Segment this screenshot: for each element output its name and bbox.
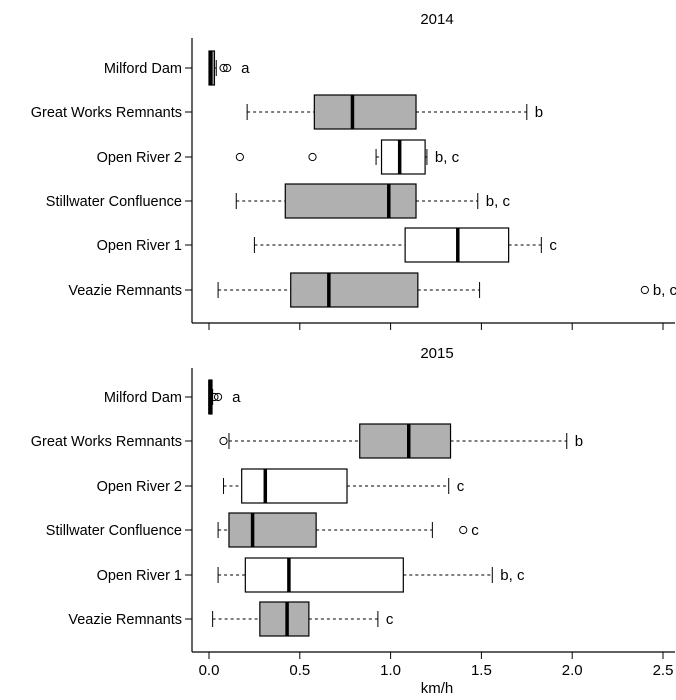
iqr-box	[313, 94, 417, 130]
significance-letter: b, c	[435, 149, 460, 166]
outlier-point	[223, 63, 232, 73]
significance-letter: c	[457, 478, 465, 495]
iqr-box	[228, 512, 317, 548]
x-axis-label: km/h	[421, 680, 454, 697]
category-label: Milford Dam	[104, 390, 182, 406]
outlier-point	[235, 152, 244, 162]
outlier-point	[459, 525, 468, 535]
significance-letter: b, c	[486, 193, 511, 210]
category-label: Open River 2	[97, 479, 182, 495]
category-label: Great Works Remnants	[31, 434, 182, 450]
significance-letter: c	[549, 237, 557, 254]
significance-letter: a	[232, 389, 241, 406]
category-label: Veazie Remnants	[68, 612, 182, 628]
category-label: Stillwater Confluence	[46, 194, 182, 210]
iqr-box	[241, 468, 348, 504]
outlier-point	[213, 392, 223, 402]
significance-letter: c	[386, 611, 394, 628]
panel-2014: 2014 Milford Dam a Great Works Remnants b Ope…	[31, 11, 676, 330]
significance-letter: b	[575, 433, 583, 450]
x-tick-label: 1.0	[380, 662, 401, 679]
iqr-box	[284, 183, 417, 219]
significance-letter: b, c	[500, 567, 525, 584]
category-label: Veazie Remnants	[68, 283, 182, 299]
category-label: Open River 2	[97, 150, 182, 166]
x-tick-label: 0.0	[199, 662, 220, 679]
x-tick-label: 1.5	[471, 662, 492, 679]
outlier-point	[210, 392, 219, 402]
significance-letter: a	[241, 60, 250, 77]
x-tick-label: 2.5	[653, 662, 674, 679]
category-label: Stillwater Confluence	[46, 523, 182, 539]
category-label: Open River 1	[97, 568, 182, 584]
panel-title: 2014	[420, 11, 453, 28]
significance-letter: b	[535, 104, 543, 121]
panel-2015: 2015 0.0 0.5 1.0 1.5 2.0 2.5 Milford Dam a Great …	[31, 345, 675, 679]
significance-letter: c	[471, 522, 479, 539]
outlier-point	[640, 285, 649, 295]
x-tick-label: 2.0	[562, 662, 583, 679]
iqr-box	[290, 272, 419, 308]
significance-letter: b, c	[653, 282, 676, 299]
x-tick-label: 0.5	[289, 662, 310, 679]
outlier-point	[219, 436, 228, 446]
iqr-box	[380, 139, 426, 175]
iqr-box	[244, 557, 404, 593]
iqr-box	[359, 423, 452, 459]
iqr-box	[259, 601, 310, 637]
outlier-point	[308, 152, 317, 162]
category-label: Milford Dam	[104, 61, 182, 77]
category-label: Open River 1	[97, 238, 182, 254]
panel-title: 2015	[420, 345, 453, 362]
category-label: Great Works Remnants	[31, 105, 182, 121]
outlier-point	[219, 63, 228, 73]
